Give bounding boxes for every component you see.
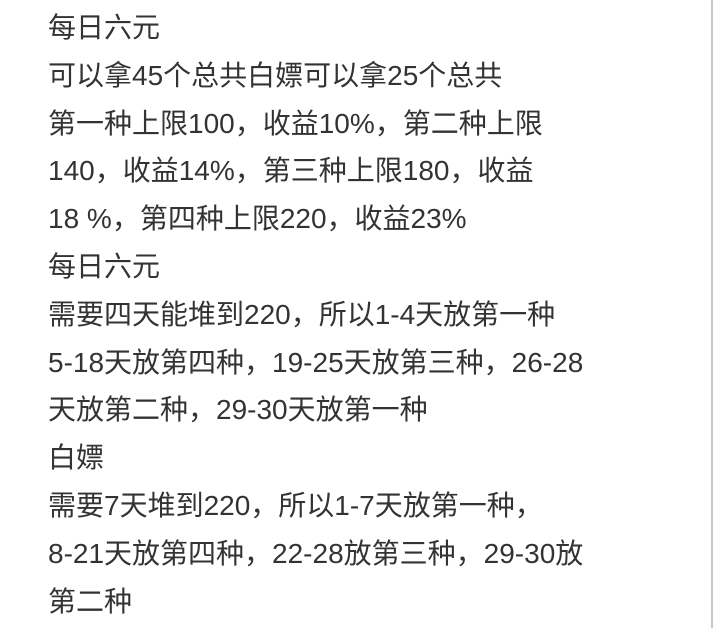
note-line: 需要四天能堆到220，所以1-4天放第一种 [48, 298, 556, 330]
note-line: 每日六元 [48, 12, 161, 43]
note-line: 天放第二种，29-30天放第一种 [48, 394, 428, 426]
note-line: 18 %，第四种上限220，收益23% [48, 203, 467, 235]
note-line: 可以拿45个总共白嫖可以拿25个总共 [48, 59, 503, 91]
note-line: 需要7天堆到220，所以1-7天放第一种， [48, 489, 543, 521]
note-line: 8-21天放第四种，22-28放第三种，29-30放 [48, 537, 584, 569]
note-line: 每日六元 [48, 250, 161, 282]
page-edge-divider [711, 0, 713, 628]
note-line: 白嫖 [48, 442, 105, 474]
note-text: 每日六元 可以拿45个总共白嫖可以拿25个总共 第一种上限100，收益10%，第… [48, 4, 706, 625]
note-line: 140，收益14%，第三种上限180，收益 [48, 155, 534, 187]
note-line: 5-18天放第四种，19-25天放第三种，26-28 [48, 346, 584, 378]
note-line: 第二种 [48, 585, 133, 617]
note-line: 第一种上限100，收益10%，第二种上限 [48, 107, 543, 139]
